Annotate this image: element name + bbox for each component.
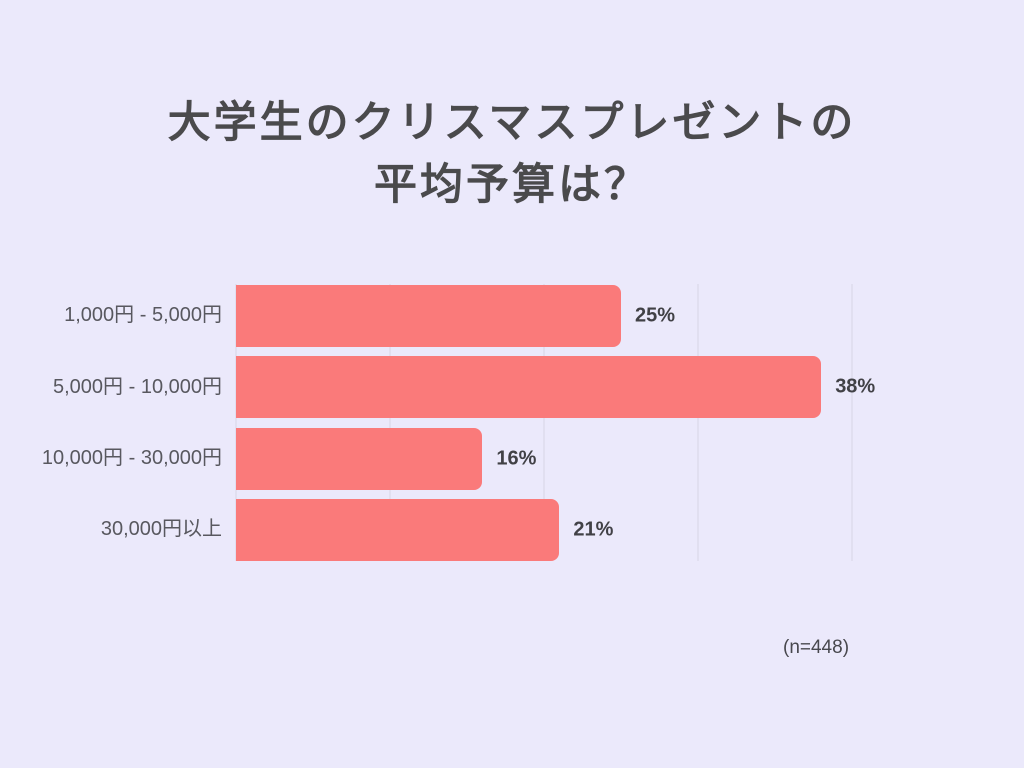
chart-title-line2: 平均予算は？ [374, 161, 650, 209]
category-label: 30,000円以上 [100, 518, 222, 540]
category-label: 5,000円 - 10,000円 [53, 376, 222, 398]
gridline [235, 284, 237, 561]
bar-row: 21% [236, 499, 852, 561]
gridline [389, 284, 391, 561]
gridlines [235, 284, 853, 561]
bar-value-label: 25% [635, 304, 676, 327]
bar: 21% [236, 499, 613, 561]
bar: 16% [236, 428, 536, 490]
bar-value-label: 16% [496, 447, 537, 470]
category-labels: 1,000円 - 5,000円 5,000円 - 10,000円 10,000円… [26, 284, 222, 561]
gridline [543, 284, 545, 561]
chart-title-line1: 大学生のクリスマスプレゼントの [167, 99, 857, 147]
plot-area: 25% 38% 16% 21% [235, 284, 875, 561]
bar-row: 16% [236, 428, 852, 490]
bar: 25% [236, 285, 675, 347]
chart-title: 大学生のクリスマスプレゼントの 平均予算は？ [0, 92, 1024, 216]
bar: 38% [236, 356, 875, 418]
bar-value-label: 38% [835, 375, 876, 398]
bar-row: 38% [236, 356, 875, 418]
category-label: 1,000円 - 5,000円 [64, 304, 222, 326]
bar-value-label: 21% [573, 518, 614, 541]
bar-row: 25% [236, 285, 852, 347]
gridline [697, 284, 699, 561]
sample-size-note: (n=448) [783, 637, 850, 658]
bars: 25% 38% 16% 21% [236, 284, 875, 561]
category-label: 10,000円 - 30,000円 [41, 447, 222, 469]
gridline [851, 284, 853, 561]
